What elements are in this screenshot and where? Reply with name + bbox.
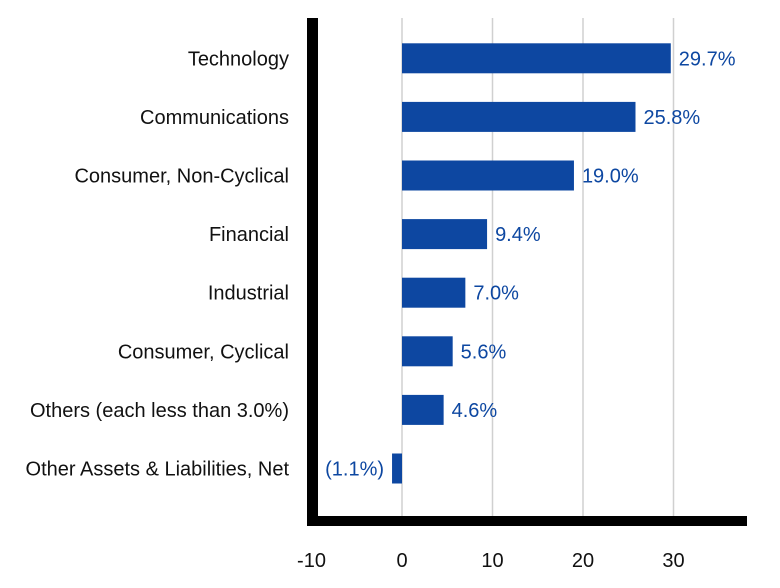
data-label: 29.7% — [679, 48, 736, 70]
x-tick-label: -10 — [297, 550, 326, 572]
bar — [402, 43, 671, 74]
data-label: 25.8% — [643, 107, 700, 129]
data-label: 7.0% — [473, 283, 519, 305]
data-label: 5.6% — [461, 341, 507, 363]
x-tick-labels: -10 0 10 20 30 — [297, 550, 685, 572]
data-label: 4.6% — [452, 400, 498, 422]
bar — [392, 453, 402, 484]
category-label: Financial — [209, 224, 289, 246]
data-labels: 29.7% 25.8% 19.0% 9.4% 7.0% 5.6% 4.6% (1.1%) — [325, 48, 736, 480]
data-label: 19.0% — [582, 166, 639, 188]
bar — [402, 394, 444, 425]
x-tick-label: 30 — [662, 550, 684, 572]
category-label: Technology — [188, 48, 289, 70]
category-label: Consumer, Non-Cyclical — [74, 166, 289, 188]
category-label: Industrial — [208, 283, 289, 305]
bar — [402, 336, 453, 367]
data-label: (1.1%) — [325, 459, 384, 481]
x-tick-label: 20 — [572, 550, 594, 572]
x-tick-label: 0 — [396, 550, 407, 572]
bar — [402, 219, 488, 250]
bar — [402, 277, 466, 308]
category-label: Others (each less than 3.0%) — [30, 400, 289, 422]
y-axis-line — [307, 18, 318, 526]
data-label: 9.4% — [495, 224, 541, 246]
axes — [307, 18, 747, 526]
bars — [392, 43, 671, 484]
bar — [402, 160, 574, 191]
category-labels: Technology Communications Consumer, Non-Cy… — [26, 48, 290, 480]
category-label: Other Assets & Liabilities, Net — [26, 459, 290, 481]
category-label: Communications — [140, 107, 289, 129]
x-axis-line — [307, 516, 747, 526]
gridlines — [401, 18, 675, 522]
x-tick-label: 10 — [481, 550, 503, 572]
bar — [402, 101, 636, 132]
category-label: Consumer, Cyclical — [118, 341, 289, 363]
